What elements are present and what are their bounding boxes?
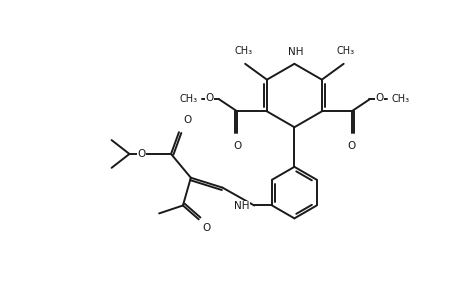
Text: CH₃: CH₃ [336,46,354,56]
Text: NH: NH [287,47,302,57]
Text: O: O [205,94,213,103]
Text: O: O [375,94,383,103]
Text: CH₃: CH₃ [234,46,252,56]
Text: CH₃: CH₃ [390,94,409,104]
Text: O: O [183,115,191,125]
Text: O: O [347,141,355,151]
Text: O: O [202,223,211,233]
Text: O: O [137,149,145,159]
Text: O: O [233,141,241,151]
Text: NH: NH [233,202,249,212]
Text: CH₃: CH₃ [179,94,197,104]
